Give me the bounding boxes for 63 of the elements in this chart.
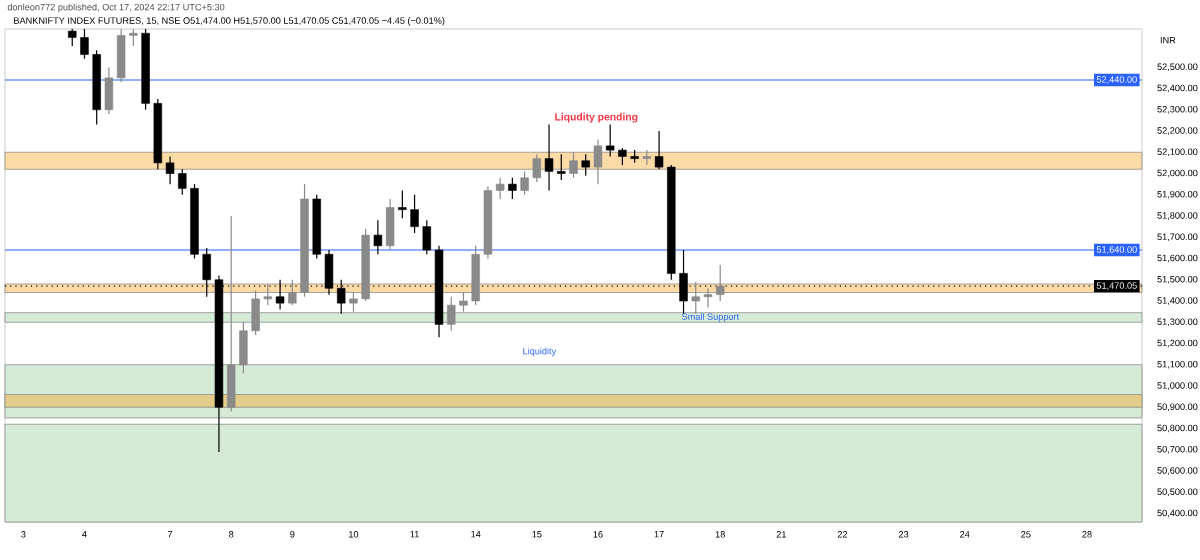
ref-line-label: 51,470.05 [1096,282,1137,290]
x-tick-label: 25 [1021,531,1031,538]
y-tick-label: 50,500.00 [1157,488,1198,497]
candlestick [654,130,664,170]
candlestick [410,194,419,234]
y-tick-label: 51,400.00 [1157,297,1198,305]
x-tick-label: 8 [229,531,234,538]
x-tick-label: 15 [532,531,542,538]
candlestick [495,177,505,200]
y-tick-label: 50,400.00 [1157,509,1198,518]
y-tick-label: 51,300.00 [1157,318,1198,327]
candlestick [178,168,187,196]
text: INR [1160,36,1176,44]
x-tick-label: 9 [290,531,295,538]
x-tick-label: 24 [960,531,970,538]
x-tick-label: 3 [21,531,26,538]
band-label: Small Support [681,313,740,322]
candlestick [508,177,517,200]
x-tick-label: 7 [167,531,173,538]
y-tick-label: 50,700.00 [1157,445,1198,454]
x-tick-label: 14 [471,531,481,538]
y-tick-label: 52,400.00 [1157,84,1198,93]
x-tick-label: 17 [654,531,664,538]
y-tick-label: 51,100.00 [1157,360,1198,369]
y-tick-label: 50,900.00 [1157,403,1198,412]
candlestick [373,219,383,255]
candlestick [80,28,89,60]
x-tick-label: 18 [715,531,725,538]
y-tick-label: 51,500.00 [1157,275,1198,284]
chart-subtitle: donleon772 published, Oct 17, 2024 22:17 UTC+5:30 [7,3,225,13]
y-tick-label: 52,500.00 [1157,63,1198,72]
y-tick-label: 51,900.00 [1157,190,1198,199]
y-tick-label: 52,200.00 [1157,127,1198,135]
y-tick-label: 51,800.00 [1157,212,1198,220]
x-tick-label: 16 [593,531,603,538]
candlestick [605,124,615,158]
candlestick [544,124,554,192]
candlestick [557,153,566,181]
y-tick-label: 52,000.00 [1157,169,1198,178]
candlestick [165,155,175,185]
x-tick-label: 11 [410,531,419,538]
annotation: Liqudity pending [555,112,638,123]
annotation: Liquidity [523,347,557,357]
y-tick-label: 52,100.00 [1157,148,1198,157]
y-tick-label: 51,000.00 [1157,382,1198,390]
candlestick [422,219,431,255]
y-tick-label: 51,600.00 [1157,254,1198,263]
y-tick-label: 50,800.00 [1157,424,1198,433]
x-tick-label: 21 [776,531,786,538]
y-tick-label: 52,300.00 [1157,105,1198,114]
x-tick-label: 28 [1082,531,1092,538]
candlestick [398,189,407,219]
y-tick-label: 50,600.00 [1157,467,1198,475]
ref-line-label: 52,440.00 [1096,76,1137,84]
candlestick [581,153,590,177]
x-tick-label: 22 [837,531,848,538]
y-tick-label: 51,700.00 [1157,233,1198,242]
x-tick-label: 10 [349,531,359,538]
x-tick-label: 4 [82,531,87,538]
ref-line-label: 51,640.00 [1096,246,1137,254]
chart-title: BANKNIFTY INDEX FUTURES, 15, NSE O51,474.00 H51,570.00 L51,470.05 C51,470.05 −4.45 (−0.01%) [14,17,445,26]
x-tick-label: 23 [898,531,909,538]
y-tick-label: 51,200.00 [1157,339,1198,348]
